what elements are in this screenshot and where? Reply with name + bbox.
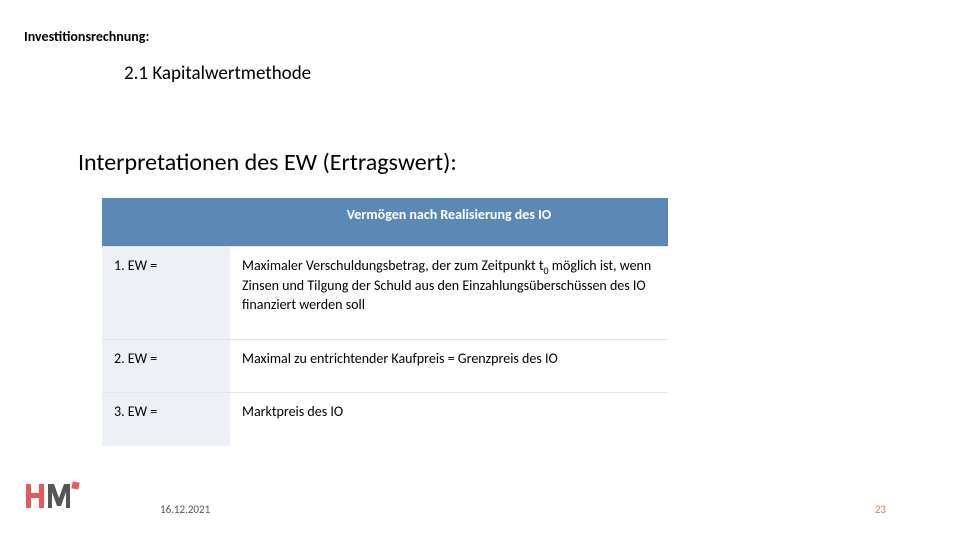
footer-date: 16.12.2021	[160, 503, 210, 516]
table-header-row: Vermögen nach Realisierung des IO	[102, 198, 668, 246]
table-row: 2. EW = Maximal zu entrichtender Kaufpre…	[102, 339, 668, 393]
table-row: 3. EW = Marktpreis des IO	[102, 393, 668, 446]
table-header-title: Vermögen nach Realisierung des IO	[230, 198, 668, 246]
table-cell-value: Maximal zu entrichtender Kaufpreis = Gre…	[230, 339, 668, 393]
table-cell-label: 1. EW =	[102, 246, 230, 339]
slide: Investitionsrechnung: 2.1 Kapitalwertmet…	[0, 0, 960, 540]
table-body: 1. EW = Maximaler Verschuldungsbetrag, d…	[102, 246, 668, 446]
section-title: 2.1 Kapitalwertmethode	[124, 62, 311, 85]
logo-dot-icon	[71, 481, 79, 489]
heading: Interpretationen des EW (Ertragswert):	[78, 148, 457, 177]
logo-m-icon	[48, 484, 70, 508]
breadcrumb: Investitionsrechnung:	[24, 28, 149, 45]
interpretation-table: Vermögen nach Realisierung des IO 1. EW …	[102, 198, 668, 446]
table-cell-label: 2. EW =	[102, 339, 230, 393]
table-cell-value: Maximaler Verschuldungsbetrag, der zum Z…	[230, 246, 668, 339]
footer-page-number: 23	[875, 503, 886, 516]
table-cell-label: 3. EW =	[102, 393, 230, 446]
hm-logo	[24, 480, 88, 512]
table-cell-value: Marktpreis des IO	[230, 393, 668, 446]
table-header-empty	[102, 198, 230, 246]
logo-h-icon	[26, 484, 44, 508]
table-row: 1. EW = Maximaler Verschuldungsbetrag, d…	[102, 246, 668, 339]
